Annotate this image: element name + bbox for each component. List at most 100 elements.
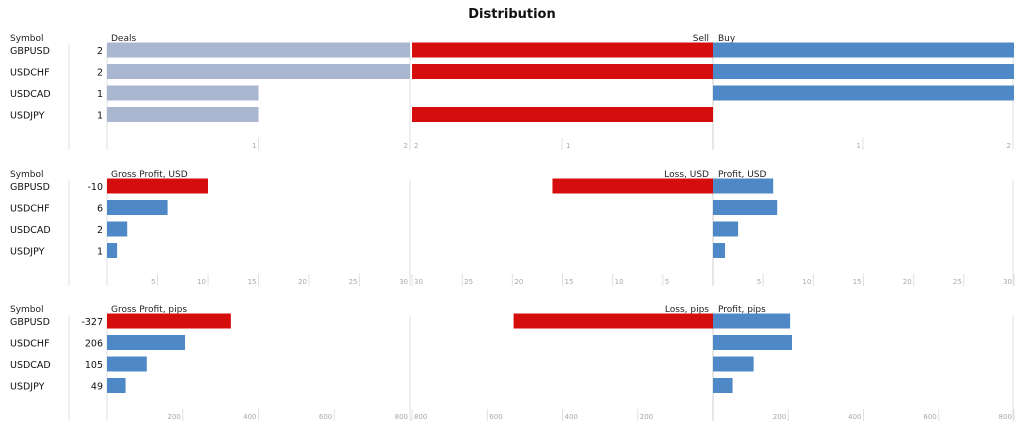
left-tick-label: 800	[395, 413, 408, 421]
value-label: 49	[91, 382, 103, 393]
right-tick-label: 400	[848, 413, 861, 421]
right-tick-label: 15	[565, 278, 574, 286]
category-label: USDJPY	[10, 247, 45, 258]
right-tick-label: 2	[414, 142, 418, 150]
category-label: USDCHF	[10, 339, 50, 350]
right-tick-label: 5	[757, 278, 761, 286]
left-bar	[107, 378, 126, 393]
value-label: 6	[97, 204, 103, 215]
left-bar	[107, 313, 231, 329]
right-tick-label: 200	[773, 413, 786, 421]
left-bar	[107, 200, 168, 215]
left-bar	[107, 85, 259, 101]
value-label: 2	[97, 225, 103, 236]
panel-3: Symbol Gross Profit, pips Loss, pips Profit…	[10, 305, 1015, 421]
right-bar-pos	[713, 178, 774, 194]
right-tick-label: 200	[640, 413, 653, 421]
right-tick-label: 600	[923, 413, 936, 421]
right-tick-label: 20	[514, 278, 523, 286]
left-bar	[107, 107, 259, 122]
value-label: 105	[85, 360, 103, 371]
right-tick-label: 20	[903, 278, 912, 286]
right-tick-label: 5	[665, 278, 669, 286]
right-bar-neg	[513, 313, 713, 329]
chart-title: Distribution	[468, 7, 555, 22]
right-tick-label: 30	[414, 278, 423, 286]
right-tick-label: 25	[464, 278, 473, 286]
right-panel-neg-label: Sell	[693, 34, 709, 44]
left-tick-label: 10	[197, 278, 206, 286]
right-panel-neg-label: Loss, pips	[665, 305, 709, 315]
left-tick-label: 600	[319, 413, 332, 421]
left-tick-label: 2	[404, 142, 408, 150]
left-tick-label: 5	[151, 278, 155, 286]
right-tick-label: 2	[1007, 142, 1011, 150]
left-tick-label: 30	[399, 278, 408, 286]
right-bar-neg	[412, 107, 713, 122]
right-bar-neg	[552, 178, 713, 194]
value-label: -327	[81, 317, 103, 328]
right-bar-pos	[713, 378, 733, 393]
right-bar-pos	[713, 356, 754, 372]
value-label: 2	[97, 46, 103, 57]
right-tick-label: 400	[565, 413, 578, 421]
left-tick-label: 20	[298, 278, 307, 286]
right-tick-label: 600	[489, 413, 502, 421]
left-bar	[107, 221, 128, 237]
right-panel-pos-label: Profit, USD	[718, 170, 766, 180]
right-panel-pos-label: Profit, pips	[718, 305, 766, 315]
category-label: GBPUSD	[10, 317, 50, 328]
right-bar-pos	[713, 243, 726, 258]
left-tick-label: 1	[252, 142, 256, 150]
category-label: USDCAD	[10, 360, 51, 371]
category-label: USDJPY	[10, 111, 45, 122]
right-bar-neg	[412, 42, 713, 58]
right-bar-pos	[713, 85, 1014, 101]
left-tick-label: 25	[349, 278, 358, 286]
right-tick-label: 10	[615, 278, 624, 286]
right-bar-pos	[713, 42, 1014, 58]
right-bar-pos	[713, 221, 739, 237]
value-label: 2	[97, 68, 103, 79]
right-tick-label: 1	[566, 142, 570, 150]
right-tick-label: 15	[853, 278, 862, 286]
category-label: USDJPY	[10, 382, 45, 393]
value-label: 1	[97, 247, 103, 258]
left-bar	[107, 243, 118, 258]
value-label: 1	[97, 111, 103, 122]
right-bar-pos	[713, 200, 778, 215]
symbol-header: Symbol	[10, 34, 44, 44]
left-bar	[107, 64, 410, 79]
value-label: 1	[97, 89, 103, 100]
right-bar-pos	[713, 335, 793, 350]
value-label: 206	[85, 339, 103, 350]
right-tick-label: 1	[857, 142, 861, 150]
panel-2: Symbol Gross Profit, USD Loss, USD Profit, …	[10, 170, 1015, 286]
value-label: -10	[87, 182, 103, 193]
right-bar-pos	[713, 64, 1014, 79]
right-panel-pos-label: Buy	[718, 34, 736, 44]
category-label: USDCAD	[10, 225, 51, 236]
category-label: GBPUSD	[10, 182, 50, 193]
right-panel-neg-label: Loss, USD	[664, 170, 709, 180]
category-label: USDCHF	[10, 68, 50, 79]
right-tick-label: 800	[999, 413, 1012, 421]
left-bar	[107, 335, 186, 350]
left-bar	[107, 42, 410, 58]
category-label: GBPUSD	[10, 46, 50, 57]
right-tick-label: 25	[953, 278, 962, 286]
right-bar-neg	[412, 64, 713, 79]
right-bar-pos	[713, 313, 791, 329]
right-tick-label: 10	[802, 278, 811, 286]
symbol-header: Symbol	[10, 170, 44, 180]
left-tick-label: 15	[248, 278, 257, 286]
symbol-header: Symbol	[10, 305, 44, 315]
left-panel-label: Gross Profit, pips	[111, 305, 187, 315]
right-tick-label: 30	[1003, 278, 1012, 286]
left-tick-label: 400	[243, 413, 256, 421]
category-label: USDCAD	[10, 89, 51, 100]
left-bar	[107, 178, 208, 194]
left-panel-label: Deals	[111, 34, 136, 44]
